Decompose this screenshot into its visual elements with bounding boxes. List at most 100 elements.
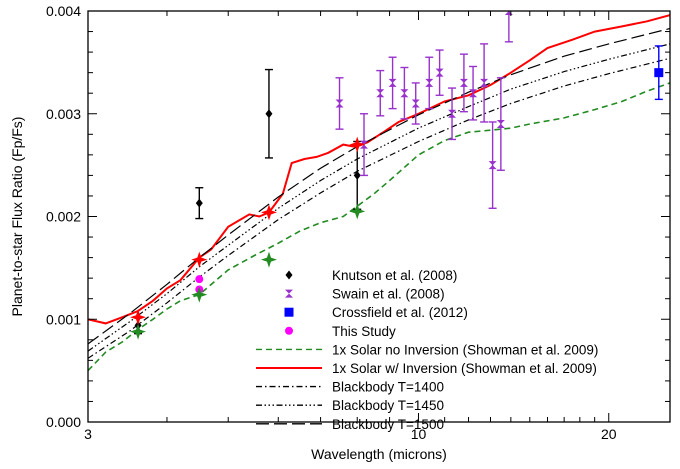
marker-shape bbox=[265, 109, 273, 119]
data-point-10-2 bbox=[260, 204, 277, 221]
data-point-6-8 bbox=[448, 87, 457, 141]
x-tick-label: 10 bbox=[411, 426, 427, 442]
data-point-8-0 bbox=[195, 275, 204, 284]
legend-entry-7: Blackbody T=1450 bbox=[256, 398, 444, 413]
data-point-10-1 bbox=[191, 251, 208, 268]
legend-entry-6: Blackbody T=1400 bbox=[256, 380, 444, 395]
legend-entry-3: This Study bbox=[285, 324, 396, 339]
marker-shape bbox=[400, 89, 409, 98]
legend-marker bbox=[285, 326, 293, 335]
marker bbox=[191, 251, 208, 268]
data-point-9-1 bbox=[191, 286, 208, 303]
y-tick-label: 0.000 bbox=[46, 414, 81, 430]
marker-shape bbox=[260, 251, 277, 268]
data-point-10-0 bbox=[130, 309, 147, 326]
data-point-6-5 bbox=[411, 82, 420, 125]
data-point-6-7 bbox=[435, 49, 444, 96]
marker-shape bbox=[448, 109, 457, 118]
marker-shape bbox=[480, 78, 489, 87]
data-point-6-6 bbox=[425, 56, 434, 110]
data-point-6-14 bbox=[504, 11, 513, 43]
marker-shape bbox=[353, 170, 361, 180]
legend-label: Blackbody T=1400 bbox=[332, 380, 444, 395]
legend-entry-2: Crossfield et al. (2012) bbox=[284, 305, 468, 320]
marker-shape bbox=[349, 136, 366, 153]
data-point-6-12 bbox=[488, 121, 497, 209]
legend-label: Crossfield et al. (2012) bbox=[332, 305, 468, 320]
marker-shape bbox=[195, 198, 203, 208]
data-point-6-9 bbox=[459, 53, 468, 113]
legend-label: Swain et al. (2008) bbox=[332, 287, 445, 302]
marker-shape bbox=[349, 203, 366, 220]
marker-shape bbox=[469, 89, 478, 98]
x-tick-label: 3 bbox=[84, 426, 92, 442]
data-point-6-4 bbox=[400, 66, 409, 120]
series-line-3 bbox=[88, 43, 670, 352]
marker bbox=[388, 78, 397, 87]
data-point-6-0 bbox=[335, 77, 344, 130]
marker bbox=[480, 78, 489, 87]
x-tick-label: 20 bbox=[601, 426, 617, 442]
data-point-6-3 bbox=[388, 56, 397, 110]
data-point-9-2 bbox=[260, 251, 277, 268]
legend-label: 1x Solar no Inversion (Showman et al. 20… bbox=[332, 342, 598, 357]
marker bbox=[349, 203, 366, 220]
legend-marker-shape bbox=[285, 326, 293, 335]
data-point-6-2 bbox=[376, 69, 385, 117]
data-point-5-1 bbox=[195, 187, 204, 220]
data-point-9-0 bbox=[130, 323, 147, 340]
marker-shape bbox=[654, 68, 664, 78]
y-axis: 0.000 0.001 0.002 0.003 0.004 bbox=[46, 3, 670, 430]
legend: Knutson et al. (2008) Swain et al. (2008)… bbox=[256, 268, 598, 432]
y-tick-label: 0.002 bbox=[46, 209, 81, 225]
marker-shape bbox=[130, 309, 147, 326]
marker bbox=[260, 251, 277, 268]
series-line-4 bbox=[88, 27, 670, 345]
marker bbox=[376, 89, 385, 98]
marker-shape bbox=[388, 78, 397, 87]
legend-marker-shape bbox=[284, 307, 294, 317]
marker bbox=[654, 68, 664, 78]
marker-shape bbox=[191, 251, 208, 268]
marker bbox=[265, 109, 273, 119]
marker-shape bbox=[411, 99, 420, 108]
data-point-9-3 bbox=[349, 203, 366, 220]
marker bbox=[191, 286, 208, 303]
marker bbox=[335, 99, 344, 108]
marker bbox=[130, 309, 147, 326]
marker bbox=[448, 109, 457, 118]
legend-entry-1: Swain et al. (2008) bbox=[285, 287, 445, 302]
legend-marker bbox=[284, 307, 294, 317]
legend-marker-shape bbox=[285, 270, 293, 280]
y-axis-title: Planet-to-star Flux Ratio (Fp/Fs) bbox=[9, 117, 25, 317]
marker bbox=[496, 120, 505, 129]
marker bbox=[195, 275, 204, 284]
marker-shape bbox=[435, 68, 444, 77]
marker-shape bbox=[459, 78, 468, 87]
marker bbox=[488, 161, 497, 170]
y-tick-label: 0.001 bbox=[46, 311, 81, 327]
legend-entry-8: Blackbody T=1500 bbox=[256, 417, 444, 432]
plot-area bbox=[87, 10, 671, 423]
marker-shape bbox=[488, 161, 497, 170]
marker bbox=[411, 99, 420, 108]
legend-label: Blackbody T=1450 bbox=[332, 398, 444, 413]
data-point-6-10 bbox=[469, 65, 478, 121]
x-axis: 3 10 20 bbox=[84, 11, 671, 442]
data-point-5-2 bbox=[264, 68, 273, 159]
series-line-0 bbox=[88, 14, 670, 325]
legend-marker bbox=[285, 289, 293, 298]
data-point-6-13 bbox=[496, 77, 505, 171]
marker bbox=[260, 204, 277, 221]
data-point-6-11 bbox=[480, 43, 489, 123]
y-tick-label: 0.003 bbox=[46, 106, 81, 122]
marker bbox=[400, 89, 409, 98]
legend-marker bbox=[285, 270, 293, 280]
legend-label: This Study bbox=[332, 324, 396, 339]
marker-shape bbox=[425, 78, 434, 87]
marker-shape bbox=[496, 120, 505, 129]
legend-entry-5: 1x Solar w/ Inversion (Showman et al. 20… bbox=[256, 361, 597, 376]
series-line-2 bbox=[88, 57, 670, 359]
marker bbox=[353, 170, 361, 180]
